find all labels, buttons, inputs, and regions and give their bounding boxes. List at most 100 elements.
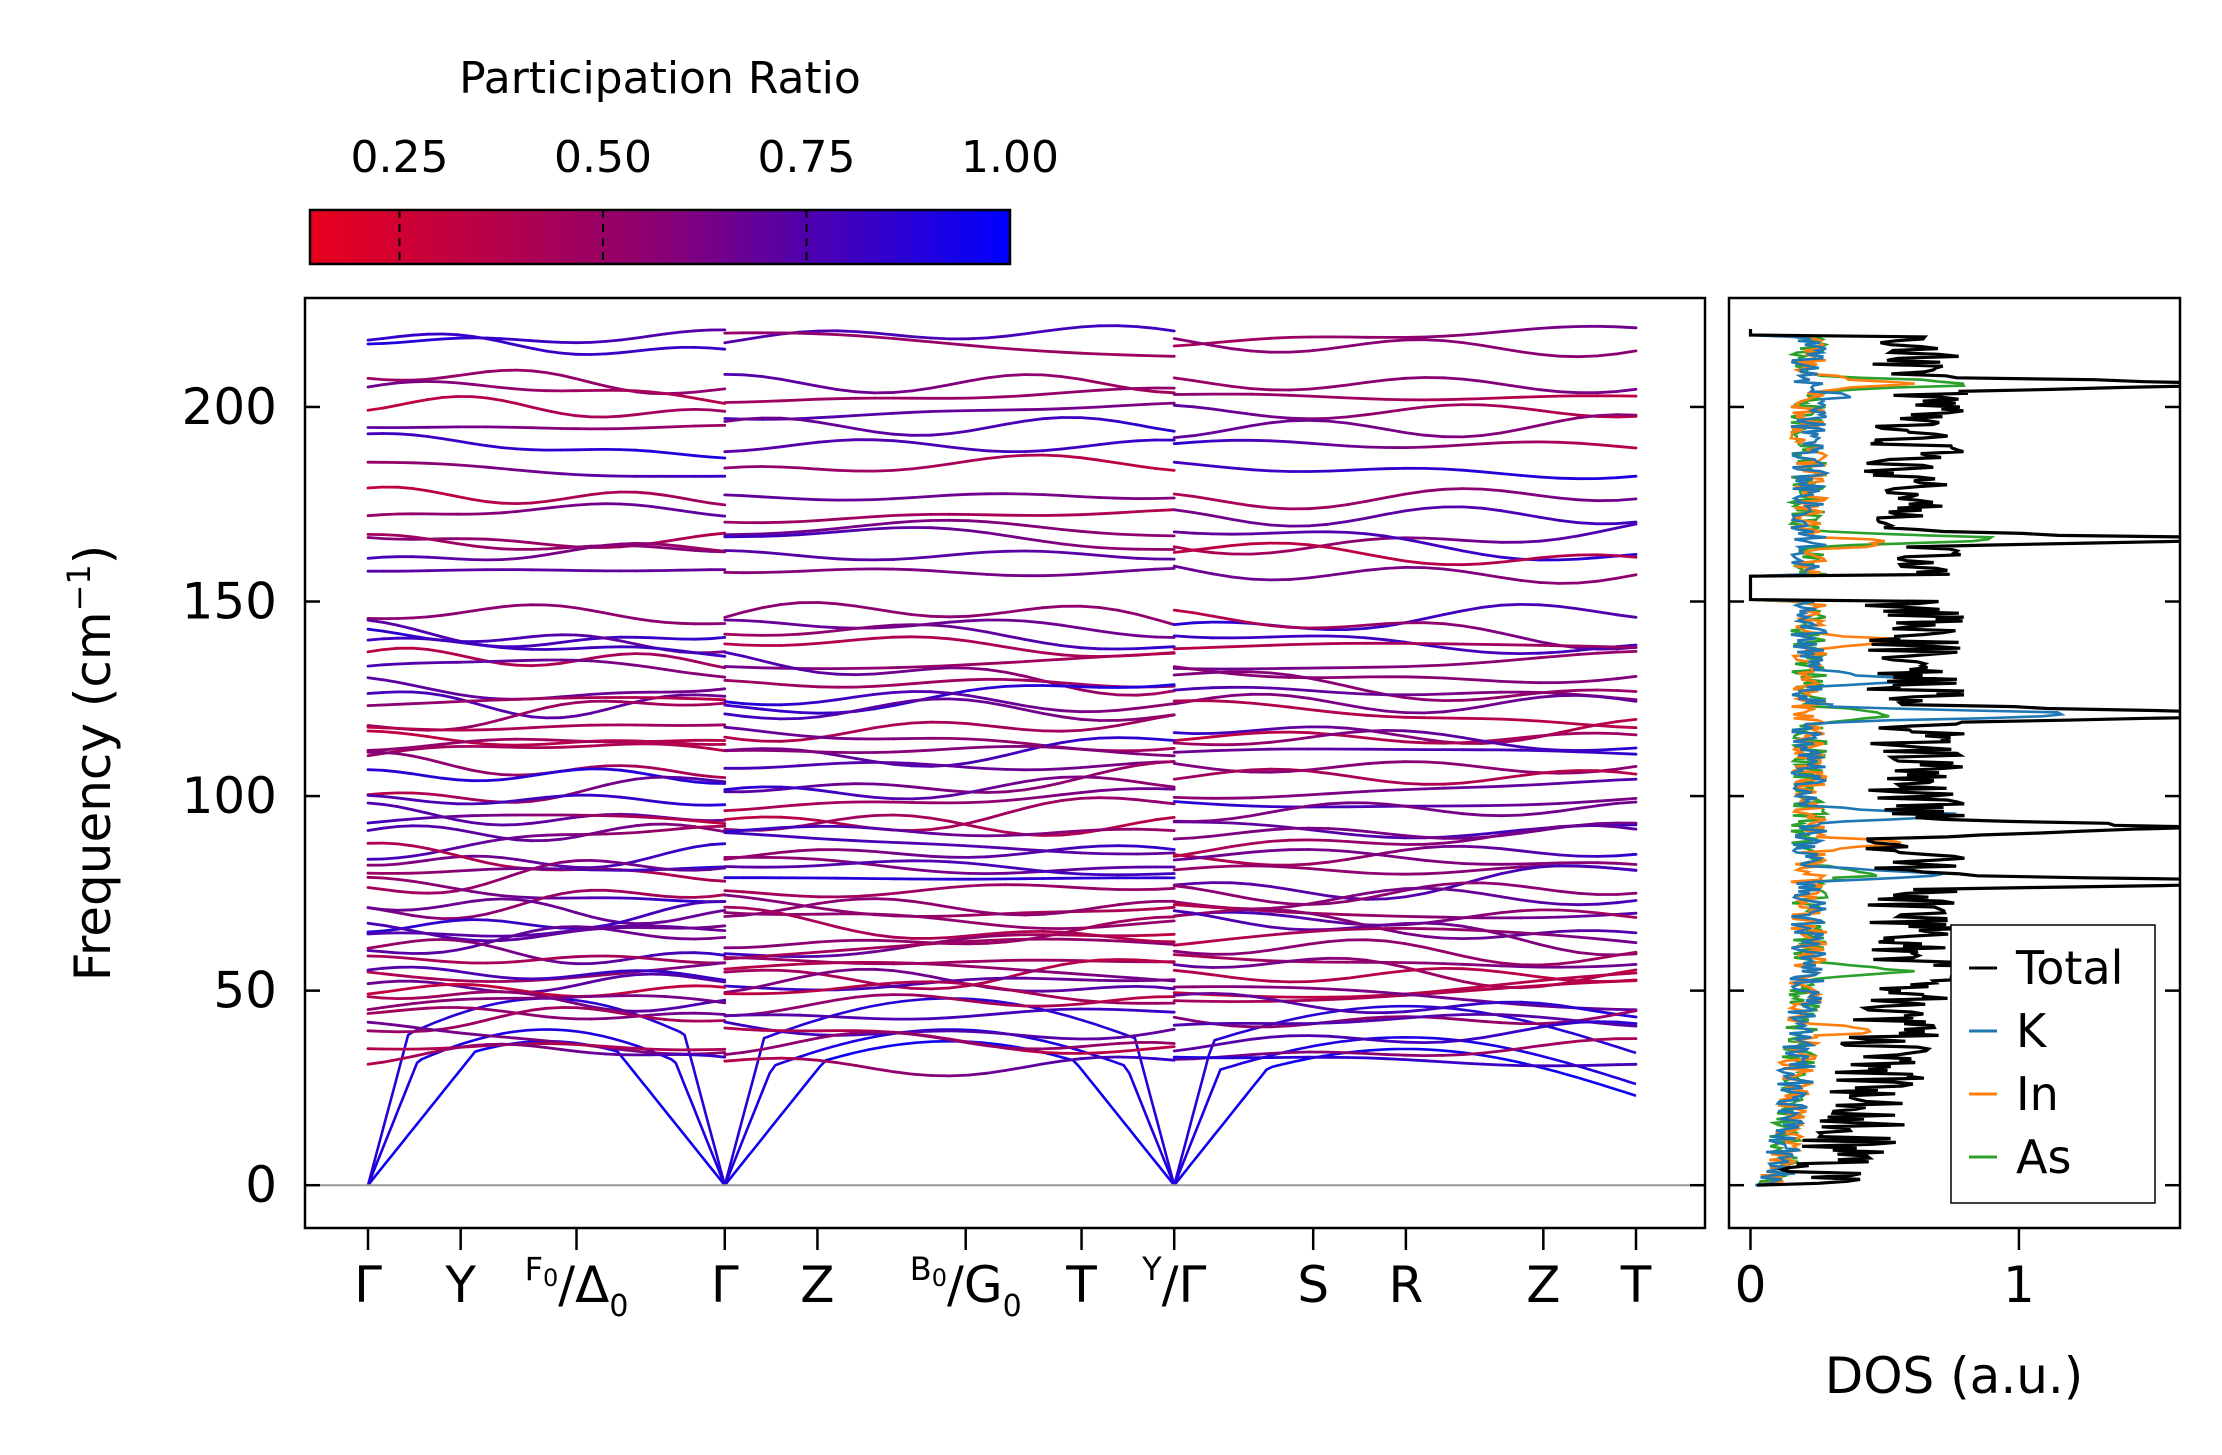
optical-band-segment	[1288, 349, 1311, 354]
optical-band-segment	[760, 707, 783, 713]
optical-band-segment	[396, 623, 415, 631]
optical-band-segment	[619, 1011, 637, 1017]
optical-band-segment	[455, 1044, 474, 1049]
optical-band-segment	[1596, 798, 1619, 803]
optical-band-segment	[873, 933, 895, 939]
optical-band-segment	[1461, 985, 1484, 991]
optical-band-segment	[1154, 887, 1176, 891]
optical-band-segment	[817, 601, 839, 606]
optical-band-segment	[948, 570, 970, 575]
optical-band-segment	[366, 637, 385, 642]
optical-band-segment	[366, 555, 385, 560]
optical-band-segment	[873, 702, 895, 709]
optical-band-segment	[1403, 804, 1426, 811]
optical-band-segment	[1288, 930, 1311, 935]
optical-band-segment	[723, 549, 745, 553]
optical-band-segment	[1384, 509, 1407, 516]
optical-band-segment	[798, 416, 820, 421]
optical-band-segment	[1538, 732, 1561, 738]
optical-band-segment	[381, 1022, 400, 1027]
optical-band-segment	[530, 772, 548, 778]
optical-band-segment	[1230, 644, 1253, 649]
optical-band-segment	[1041, 657, 1064, 662]
optical-band-segment	[708, 928, 727, 932]
optical-band-segment	[779, 643, 802, 647]
optical-band-segment	[366, 342, 385, 346]
optical-band-segment	[1557, 680, 1580, 684]
optical-band-segment	[1023, 926, 1045, 930]
optical-band-segment	[1288, 862, 1311, 867]
optical-band-segment	[1422, 1040, 1445, 1044]
optical-band-segment	[985, 697, 1008, 704]
optical-band-segment	[723, 893, 745, 899]
optical-band-segment	[835, 938, 858, 943]
optical-band-segment	[1596, 861, 1619, 865]
optical-band-segment	[1211, 694, 1234, 700]
optical-band-segment	[1116, 706, 1139, 712]
optical-band-segment	[485, 1008, 504, 1013]
optical-band-segment	[929, 432, 951, 437]
optical-band-segment	[1326, 987, 1349, 992]
optical-band-segment	[1480, 1062, 1503, 1067]
optical-band-segment	[1154, 919, 1176, 924]
optical-band-segment	[891, 898, 914, 903]
optical-band-segment	[929, 886, 951, 891]
optical-band-segment	[1097, 938, 1120, 943]
optical-band-segment	[663, 742, 682, 747]
optical-band-segment	[589, 1007, 608, 1013]
optical-band-segment	[1346, 832, 1368, 838]
optical-band-segment	[1422, 945, 1445, 953]
optical-band-segment	[634, 334, 652, 340]
optical-band-segment	[1519, 771, 1542, 777]
optical-band-segment	[1041, 493, 1064, 497]
optical-band-segment	[1192, 764, 1215, 771]
optical-band-segment	[1538, 1021, 1561, 1025]
optical-band-segment	[1192, 439, 1215, 444]
optical-band-segment	[1307, 522, 1330, 528]
optical-band-segment	[760, 953, 783, 958]
optical-band-segment	[1346, 957, 1368, 962]
optical-band-segment	[500, 933, 519, 941]
optical-band-segment	[1023, 728, 1045, 733]
optical-band-segment	[1154, 872, 1176, 876]
optical-band-segment	[1480, 1000, 1503, 1005]
optical-band-segment	[910, 853, 933, 858]
optical-band-segment	[1422, 737, 1445, 744]
optical-band-segment	[1041, 793, 1064, 799]
optical-band-segment	[1596, 390, 1619, 395]
optical-band-segment	[1192, 646, 1215, 650]
optical-band-segment	[470, 940, 489, 947]
optical-band-segment	[985, 642, 1008, 649]
optical-band-segment	[515, 402, 533, 409]
optical-band-segment	[1307, 1034, 1330, 1038]
optical-band-segment	[1192, 951, 1215, 956]
optical-band-segment	[1060, 996, 1082, 1002]
optical-band-segment	[500, 856, 519, 861]
optical-band-segment	[500, 836, 519, 841]
optical-band-segment	[1596, 937, 1619, 943]
optical-band-segment	[1519, 1014, 1542, 1019]
optical-band-segment	[891, 828, 914, 833]
optical-band-segment	[1230, 347, 1253, 353]
optical-band-segment	[1480, 470, 1503, 476]
optical-band-segment	[1192, 1022, 1215, 1026]
optical-band-segment	[760, 716, 783, 721]
optical-band-segment	[1615, 1009, 1638, 1016]
optical-band-segment	[873, 840, 895, 844]
optical-band-segment	[574, 972, 593, 978]
optical-band-segment	[1060, 845, 1082, 851]
optical-band-segment	[455, 542, 474, 548]
optical-band-segment	[545, 703, 563, 709]
optical-band-segment	[381, 726, 400, 730]
optical-band-segment	[798, 824, 820, 829]
optical-band-segment	[455, 991, 474, 996]
optical-band-segment	[1461, 998, 1484, 1003]
optical-band-segment	[470, 857, 489, 865]
optical-band-segment	[515, 988, 533, 994]
optical-band-segment	[1576, 951, 1599, 956]
optical-band-segment	[723, 969, 745, 974]
optical-band-segment	[985, 799, 1008, 804]
optical-band-segment	[1060, 572, 1082, 577]
optical-band-segment	[426, 1027, 444, 1033]
